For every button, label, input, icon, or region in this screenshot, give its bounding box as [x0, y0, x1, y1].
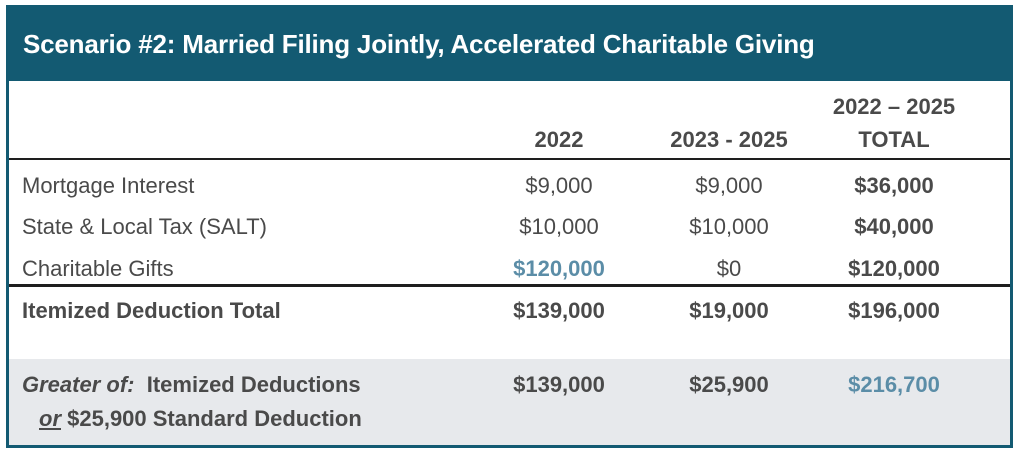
header-total-range: 2022 – 2025 [832, 94, 956, 119]
total-total: $196,000 [848, 298, 940, 323]
row-charitable-2022: $120,000 [513, 256, 605, 281]
row-label-mortgage: Mortgage Interest [22, 173, 195, 198]
greater-2022: $139,000 [513, 372, 605, 397]
greater-total: $216,700 [848, 372, 940, 397]
row-charitable-2023-2025: $0 [716, 256, 742, 281]
scenario-table: Scenario #2: Married Filing Jointly, Acc… [6, 5, 1013, 448]
header-total: TOTAL [858, 127, 930, 152]
total-label: Itemized Deduction Total [22, 298, 281, 323]
row-salt-2022: $10,000 [519, 214, 599, 239]
total-2022: $139,000 [513, 298, 605, 323]
total-divider [9, 284, 1010, 287]
header-2023-2025: 2023 - 2025 [670, 127, 788, 152]
table-title: Scenario #2: Married Filing Jointly, Acc… [23, 29, 815, 59]
row-label-charitable: Charitable Gifts [22, 256, 174, 281]
greater-or: or [39, 406, 61, 431]
total-2023-2025: $19,000 [689, 298, 769, 323]
header-divider [9, 158, 1010, 160]
greater-standard: $25,900 Standard Deduction [67, 406, 362, 431]
greater-of-italic: Greater of: [22, 372, 135, 397]
row-salt-2023-2025: $10,000 [689, 214, 769, 239]
greater-2023-2025: $25,900 [689, 372, 769, 397]
greater-label-line1: Greater of: Itemized Deductions [22, 372, 361, 398]
row-mortgage-total: $36,000 [854, 173, 934, 198]
row-mortgage-2023-2025: $9,000 [695, 173, 763, 198]
header-2022: 2022 [534, 127, 584, 152]
greater-of-rest: Itemized Deductions [146, 372, 361, 397]
greater-label-line2: or $25,900 Standard Deduction [39, 406, 362, 432]
row-label-salt: State & Local Tax (SALT) [22, 214, 267, 239]
title-bar: Scenario #2: Married Filing Jointly, Acc… [9, 8, 1010, 81]
row-mortgage-2022: $9,000 [525, 173, 593, 198]
greater-of-band [9, 359, 1010, 445]
row-charitable-total: $120,000 [848, 256, 940, 281]
row-salt-total: $40,000 [854, 214, 934, 239]
